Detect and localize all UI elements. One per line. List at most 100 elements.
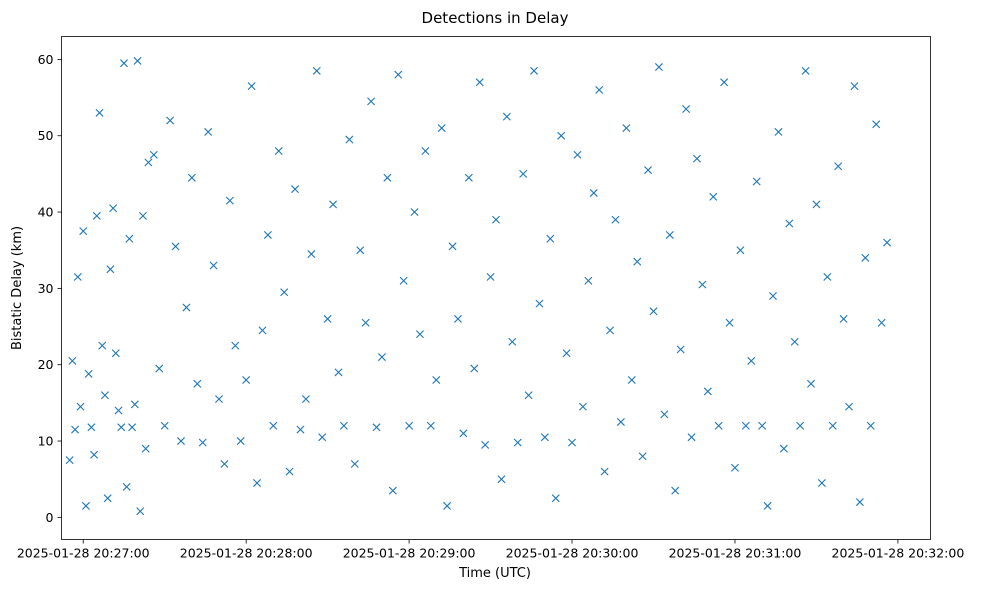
data-point [171,242,180,251]
x-tick-label: 2025-01-28 20:30:00 [506,546,639,561]
data-point [426,421,435,430]
data-point [209,261,218,270]
y-tick-label: 0 [46,510,54,525]
data-point [486,272,495,281]
data-point [676,345,685,354]
data-point [530,66,539,75]
data-point [720,78,729,87]
data-point [114,406,123,415]
data-point [247,82,256,91]
data-point [709,192,718,201]
data-point [122,482,131,491]
data-point [671,486,680,495]
data-point [345,135,354,144]
data-point [551,494,560,503]
data-point [141,444,150,453]
data-point [872,120,881,129]
data-point [758,421,767,430]
plot-area [61,36,931,540]
data-point [98,341,107,350]
data-point [730,463,739,472]
data-point [231,341,240,350]
data-point [763,501,772,510]
data-point [410,208,419,217]
data-point [752,177,761,186]
data-point [432,375,441,384]
data-point [475,78,484,87]
data-point [616,417,625,426]
data-point [692,154,701,163]
data-point [839,314,848,323]
data-point [193,379,202,388]
data-point [92,211,101,220]
data-point [144,158,153,167]
data-point [546,234,555,243]
data-point [807,379,816,388]
data-point [633,257,642,266]
data-point [128,423,137,432]
data-point [470,364,479,373]
data-point [481,440,490,449]
data-point [850,82,859,91]
data-point [443,501,452,510]
data-point [562,349,571,358]
data-point [182,303,191,312]
data-point [220,459,229,468]
data-point [307,250,316,259]
y-tick-label: 60 [38,52,54,67]
data-point [453,314,462,323]
data-point [698,280,707,289]
data-point [329,200,338,209]
data-point [448,242,457,251]
data-point [823,272,832,281]
data-point [242,375,251,384]
data-point [160,421,169,430]
data-point [644,166,653,175]
data-point [649,307,658,316]
data-point [155,364,164,373]
data-point [68,356,77,365]
data-point [269,421,278,430]
data-point [535,299,544,308]
data-point [95,108,104,117]
data-point [568,438,577,447]
data-point [236,437,245,446]
data-point [638,452,647,461]
data-point [573,150,582,159]
data-point [464,173,473,182]
data-point [136,507,145,516]
data-point [350,459,359,468]
data-point [796,421,805,430]
data-point [790,337,799,346]
data-point [361,318,370,327]
x-tick-label: 2025-01-28 20:29:00 [343,546,476,561]
data-point [280,288,289,297]
data-point [508,337,517,346]
data-point [109,204,118,213]
y-tick-label: 20 [38,357,54,372]
data-point [71,425,80,434]
data-point [388,486,397,495]
data-point [274,147,283,155]
data-point [682,105,691,113]
data-point [660,410,669,419]
data-point [606,326,615,335]
data-point [81,501,90,510]
chart-title: Detections in Delay [422,9,569,27]
data-point [367,97,376,106]
data-point [665,230,674,239]
data-point [611,215,620,224]
data-point [437,124,446,133]
data-point [492,215,500,224]
data-point [166,116,175,125]
data-point [861,253,870,262]
data-point [714,421,723,430]
data-point [253,479,262,488]
data-point [557,131,566,140]
data-point [589,188,598,197]
data-point [103,494,112,503]
data-point [339,421,348,430]
y-tick-label: 30 [38,281,54,296]
scatter-points [65,56,892,516]
